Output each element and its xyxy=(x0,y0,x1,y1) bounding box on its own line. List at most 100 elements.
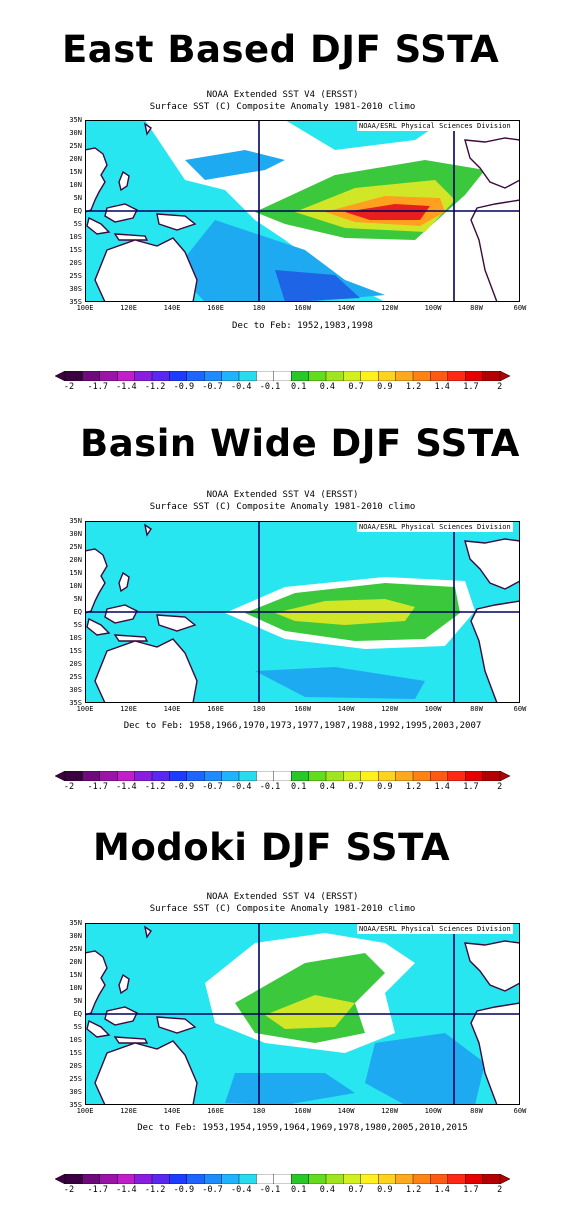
land-outlines xyxy=(85,523,520,703)
north-america xyxy=(464,940,520,992)
philippines xyxy=(118,571,130,593)
colorbar-tick-label: -1.7 xyxy=(87,1185,108,1195)
lat-tick-label: 30S xyxy=(69,1088,82,1096)
colorbar-swatch xyxy=(151,1174,170,1184)
lat-tick-label: 15S xyxy=(69,647,82,655)
lon-tick-label: 160E xyxy=(207,705,224,713)
land-outlines xyxy=(85,925,520,1105)
lat-tick-label: 10N xyxy=(69,582,82,590)
lat-tick-label: 5S xyxy=(73,1023,82,1031)
colorbar-tick-label: -1.2 xyxy=(144,1185,166,1195)
colorbar-tick-label: -1.4 xyxy=(116,382,137,392)
colorbar-labels: -2 -1.7 -1.4 -1.2 -0.9 -0.7 -0.4 -0.1 0.1 0.4 0.7 0… xyxy=(55,382,510,394)
sumatra xyxy=(86,617,111,636)
colorbar-tick-label: -1.7 xyxy=(87,782,108,792)
colorbar-tick-label: 1.2 xyxy=(405,382,422,392)
composite-caption: Dec to Feb: 1953,1954,1959,1964,1969,197… xyxy=(137,1123,468,1133)
credit-label: NOAA/ESRL Physical Sciences Division xyxy=(357,121,513,131)
lat-tick-label: 20N xyxy=(69,556,82,564)
lat-tick-label: 35N xyxy=(69,517,82,525)
colorbar-tick-label: -0.4 xyxy=(231,382,252,392)
sumatra xyxy=(86,1019,111,1038)
colorbar-swatch xyxy=(378,1174,397,1184)
map-frame xyxy=(85,923,520,1105)
lat-tick-label: 25S xyxy=(69,272,82,280)
colorbar-swatch xyxy=(343,1174,362,1184)
colorbar-tick-label: 0.1 xyxy=(290,1185,307,1195)
composite-caption: Dec to Feb: 1958,1966,1970,1973,1977,198… xyxy=(123,721,482,731)
lat-tick-label: EQ xyxy=(73,608,82,616)
sst-anomaly-map xyxy=(85,120,520,302)
colorbar-swatch xyxy=(221,1174,240,1184)
cool-anomaly-southeast xyxy=(365,1033,485,1105)
lat-tick-label: 25S xyxy=(69,1075,82,1083)
australia xyxy=(94,237,198,302)
colorbar-swatch xyxy=(325,1174,344,1184)
lat-tick-label: 20S xyxy=(69,660,82,668)
credit-label: NOAA/ESRL Physical Sciences Division xyxy=(357,522,513,532)
colorbar-swatch xyxy=(203,1174,223,1184)
lat-tick-label: 35S xyxy=(69,298,82,306)
sumatra xyxy=(86,216,111,235)
colorbar xyxy=(55,1174,510,1184)
colorbar-swatch xyxy=(134,1174,153,1184)
lon-tick-label: 60W xyxy=(513,705,527,713)
colorbar-tick-label: 0.1 xyxy=(290,782,307,792)
lat-tick-label: 20N xyxy=(69,155,82,163)
lat-tick-label: 30N xyxy=(69,530,82,538)
colorbar-tick-label: 2 xyxy=(497,782,503,792)
colorbar-tick-label: 0.4 xyxy=(319,382,336,392)
lon-tick-label: 180 xyxy=(252,1107,266,1115)
colorbar-tick-label: -0.7 xyxy=(202,782,223,792)
colorbar-swatch xyxy=(447,1174,466,1184)
variable-title: Surface SST (C) Composite Anomaly 1981-2… xyxy=(149,502,416,512)
sst-anomaly-map xyxy=(85,521,520,703)
map-frame xyxy=(85,120,520,302)
lat-tick-label: 5N xyxy=(73,194,82,202)
variable-title: Surface SST (C) Composite Anomaly 1981-2… xyxy=(149,102,416,112)
colorbar-tick-label: 0.4 xyxy=(319,1185,336,1195)
lat-tick-label: 30N xyxy=(69,932,82,940)
colorbar-tick-label: -0.7 xyxy=(202,382,223,392)
lat-tick-label: 10S xyxy=(69,634,82,642)
colorbar-tick-label: -2 xyxy=(63,1185,75,1195)
lon-tick-label: 160W xyxy=(294,304,311,312)
lon-tick-label: 100E xyxy=(76,1107,94,1115)
lon-tick-label: 60W xyxy=(513,1107,527,1115)
colorbar-max-arrow xyxy=(499,1174,510,1184)
colorbar-tick-label: 0.1 xyxy=(290,382,307,392)
lon-tick-label: 80W xyxy=(470,705,483,713)
lat-tick-label: 10N xyxy=(69,984,82,992)
colorbar-tick-label: -2 xyxy=(63,382,75,392)
colorbar-max-arrow xyxy=(499,371,510,381)
reference-lines xyxy=(85,923,520,1105)
colorbar-swatch xyxy=(360,1174,379,1184)
colorbar-tick-label: 0.9 xyxy=(377,782,393,792)
south-america xyxy=(470,600,520,703)
java xyxy=(113,233,149,241)
lat-tick-label: 25N xyxy=(69,543,82,551)
colorbar-tick-label: 1.7 xyxy=(463,1185,479,1195)
cool-anomaly-south xyxy=(225,1073,355,1105)
colorbar-tick-label: -0.7 xyxy=(202,1185,223,1195)
islands xyxy=(143,925,152,939)
lat-tick-label: 25S xyxy=(69,673,82,681)
lon-tick-label: 160E xyxy=(207,1107,224,1115)
colorbar-swatch xyxy=(82,1174,101,1184)
lat-tick-label: 10S xyxy=(69,233,82,241)
colorbar-tick-label: -0.9 xyxy=(173,382,195,392)
islands xyxy=(143,523,152,537)
panel-heading: Modoki DJF SSTA xyxy=(93,826,451,869)
colorbar-tick-label: 0.9 xyxy=(377,1185,393,1195)
dataset-title: NOAA Extended SST V4 (ERSST) xyxy=(206,490,359,500)
warm-anomaly-core xyxy=(345,204,430,220)
borneo xyxy=(104,604,138,624)
borneo xyxy=(104,1006,138,1026)
colorbar-tick-label: 1.2 xyxy=(405,1185,422,1195)
lat-tick-label: 20S xyxy=(69,259,82,267)
colorbar-tick-label: 2 xyxy=(497,1185,503,1195)
cool-anomaly-south xyxy=(255,667,425,699)
lon-tick-label: 80W xyxy=(470,1107,483,1115)
lon-tick-label: 120W xyxy=(381,705,398,713)
